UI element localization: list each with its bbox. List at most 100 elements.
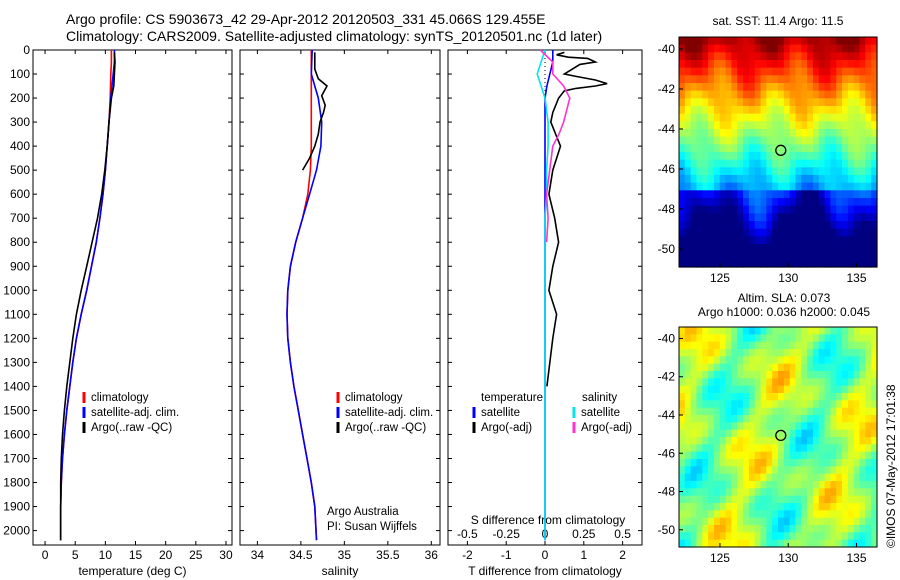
sst_map-cell bbox=[789, 182, 797, 191]
sst_map-cell bbox=[708, 136, 715, 145]
sla_map-cell bbox=[871, 517, 878, 526]
sst_map-cell bbox=[853, 44, 861, 53]
sla_map-cell bbox=[725, 473, 733, 482]
sst_map-cell bbox=[830, 52, 837, 61]
sla_map-cell bbox=[743, 510, 750, 519]
sst_map-cell bbox=[679, 221, 686, 230]
sla_map-cell bbox=[783, 407, 791, 416]
sla_map-cell bbox=[795, 444, 802, 453]
sst_map-cell bbox=[679, 83, 686, 92]
sla_map-cell bbox=[859, 488, 866, 497]
sla_map-cell bbox=[842, 466, 849, 475]
sla_map-cell bbox=[737, 356, 744, 365]
sst_map-cell bbox=[684, 90, 692, 99]
sst_map-cell bbox=[772, 52, 779, 61]
sla_map-cell bbox=[778, 422, 785, 431]
sst_map-cell bbox=[696, 98, 703, 107]
sla_map-cell bbox=[719, 466, 727, 475]
sst_map-cell bbox=[766, 67, 773, 76]
sst_map-cell bbox=[778, 167, 785, 176]
sst_map-cell bbox=[812, 259, 820, 268]
sst_map-cell bbox=[696, 113, 703, 122]
sst_map-cell bbox=[783, 98, 791, 107]
sst_map-cell bbox=[789, 113, 797, 122]
sla_map-cell bbox=[696, 473, 703, 482]
sla_map-cell bbox=[789, 459, 797, 467]
sla_map-cell bbox=[859, 349, 866, 357]
sst_map-cell bbox=[795, 152, 802, 161]
sla_map-cell bbox=[783, 444, 791, 453]
sla_map-cell bbox=[684, 385, 692, 394]
sst_map-cell bbox=[772, 251, 779, 260]
sla_map-cell bbox=[684, 451, 692, 460]
sla_map-cell bbox=[713, 422, 721, 431]
sst_map-cell bbox=[830, 44, 837, 53]
temperature-ytick-label: 100 bbox=[10, 67, 30, 81]
sst_map-cell bbox=[690, 190, 698, 199]
temperature-ytick-label: 2000 bbox=[3, 524, 30, 538]
sst_map-cell bbox=[859, 83, 866, 92]
sst_map-cell bbox=[812, 52, 820, 61]
sla_map-cell bbox=[847, 539, 855, 548]
sst_map-cell bbox=[760, 167, 767, 176]
sst_map-cell bbox=[702, 152, 709, 161]
sla_map-cell bbox=[754, 466, 762, 475]
sst_map-cell bbox=[830, 198, 837, 207]
sla_map-cell bbox=[812, 481, 820, 489]
sla_map-cell bbox=[871, 539, 878, 548]
sla_map-cell bbox=[818, 415, 826, 423]
sla_map-cell bbox=[824, 481, 832, 489]
sla_map-cell bbox=[812, 510, 820, 519]
sla_map-cell bbox=[766, 393, 773, 401]
sst_map-cell bbox=[684, 236, 692, 245]
sst_map-cell bbox=[847, 67, 855, 76]
sla_map-cell bbox=[818, 466, 826, 475]
sst_map-cell bbox=[684, 52, 692, 61]
sst_map-cell bbox=[696, 198, 703, 207]
sla_map-cell bbox=[702, 532, 709, 541]
sst_map-cell bbox=[842, 83, 849, 92]
sst_map-cell bbox=[760, 244, 767, 253]
sla_map-cell bbox=[737, 466, 744, 475]
sla_map-cell bbox=[725, 466, 733, 475]
sla_map-cell bbox=[778, 378, 785, 387]
sst_map-cell bbox=[737, 144, 744, 153]
sst_map-cell bbox=[801, 236, 808, 245]
sst_map-cell bbox=[847, 129, 855, 138]
sla_map-cell bbox=[713, 429, 721, 438]
sst_map-cell bbox=[830, 205, 837, 214]
sst_map-cell bbox=[801, 213, 808, 222]
sla_map-cell bbox=[818, 525, 826, 533]
sla_map-cell bbox=[830, 466, 837, 475]
sla_map-cell bbox=[772, 510, 779, 519]
sst_map-cell bbox=[754, 106, 762, 115]
sla_map-cell bbox=[830, 459, 837, 467]
sla_map-cell bbox=[842, 356, 849, 365]
sst_map-cell bbox=[842, 182, 849, 191]
sst_map-cell bbox=[818, 83, 826, 92]
sla_map-cell bbox=[766, 349, 773, 357]
sst_map-cell bbox=[772, 98, 779, 107]
sst_map-cell bbox=[859, 259, 866, 268]
sst_map-cell bbox=[690, 213, 698, 222]
sst_map-cell bbox=[737, 90, 744, 99]
sst_map-cell bbox=[696, 259, 703, 268]
sla_map-cell bbox=[737, 415, 744, 423]
sla_map-cell bbox=[842, 444, 849, 453]
difference-s-tick-label: -0.5 bbox=[457, 527, 478, 541]
sst_map-cell bbox=[795, 259, 802, 268]
sst_map-cell bbox=[853, 198, 861, 207]
sla_map-cell bbox=[818, 488, 826, 497]
sst_map-cell bbox=[708, 106, 715, 115]
sst_map-cell bbox=[789, 83, 797, 92]
sst_map-cell bbox=[824, 228, 832, 237]
sst_map-cell bbox=[713, 221, 721, 230]
sla_map-cell bbox=[743, 371, 750, 379]
sst_map-cell bbox=[737, 52, 744, 61]
sst_map-cell bbox=[783, 167, 791, 176]
sla_map-cell bbox=[766, 525, 773, 533]
sla_map-cell bbox=[690, 495, 698, 504]
sla_map-cell bbox=[684, 356, 692, 365]
sst_map-cell bbox=[818, 106, 826, 115]
sla_map-cell bbox=[754, 327, 762, 335]
